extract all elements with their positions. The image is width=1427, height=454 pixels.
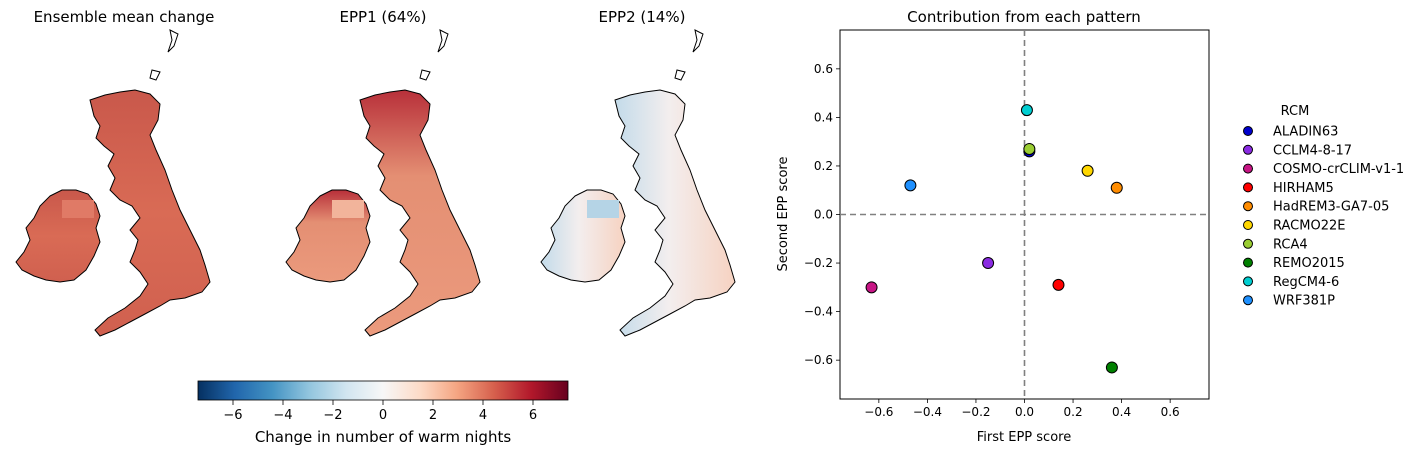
- scatter-point-rca4: [1023, 142, 1036, 155]
- map-panel-epp2: EPP2 (14%): [540, 8, 736, 337]
- y-tick-label: −0.6: [804, 353, 833, 367]
- scatter-point-racmo22e: [1081, 164, 1094, 177]
- legend-marker: [1243, 220, 1253, 230]
- map-title-epp1: EPP1 (64%): [340, 8, 427, 26]
- legend-marker: [1243, 144, 1253, 155]
- map-panel-epp1: EPP1 (64%): [285, 8, 481, 337]
- x-tick-label: 0.6: [1161, 405, 1180, 419]
- colorbar-tick-label: 0: [379, 408, 387, 423]
- scatter-panel: Contribution from each pattern −0.6 −0.4 −…: [776, 8, 1210, 445]
- map-panel-mean: Ensemble mean change: [15, 8, 215, 337]
- colorbar-label: Change in number of warm nights: [255, 428, 512, 446]
- legend-label: WRF381P: [1273, 294, 1335, 309]
- legend-label: CCLM4-8-17: [1273, 143, 1352, 158]
- legend-marker: [1243, 257, 1253, 268]
- scatter-point-wrf381p: [904, 179, 917, 192]
- y-tick-label: 0.0: [814, 208, 833, 222]
- legend-label: RCA4: [1273, 237, 1308, 252]
- y-tick-label: −0.2: [804, 256, 833, 270]
- legend-label: ALADIN63: [1273, 125, 1338, 140]
- scatter-point-regcm4-6: [1020, 104, 1033, 117]
- legend-label: HadREM3-GA7-05: [1273, 200, 1389, 215]
- scatter-point-cclm4-8-17: [982, 257, 995, 270]
- northern-isles-epp2: [674, 29, 704, 81]
- legend-marker: [1243, 163, 1253, 174]
- legend-marker: [1243, 276, 1253, 287]
- colorbar: −6 −4 −2 0 2 4 6 Change in number of warm nigh…: [197, 380, 569, 446]
- colorbar-tick-label: 6: [529, 408, 537, 423]
- colorbar-tick-label: −2: [323, 408, 342, 423]
- legend-label: COSMO-crCLIM-v1-1: [1273, 162, 1404, 177]
- legend-label: HIRHAM5: [1273, 181, 1334, 196]
- y-tick-label: −0.4: [804, 305, 833, 319]
- ireland-shade-mean: [62, 200, 94, 218]
- legend: RCM ALADIN63 CCLM4-8-17 COSMO-crCLIM-v1-1 H…: [1243, 104, 1404, 309]
- x-tick-label: 0.0: [1015, 405, 1034, 419]
- x-tick-label: −0.2: [961, 405, 990, 419]
- legend-marker: [1243, 295, 1253, 306]
- x-tick-label: −0.4: [913, 405, 942, 419]
- x-tick-label: 0.4: [1112, 405, 1131, 419]
- legend-title: RCM: [1281, 104, 1310, 119]
- x-tick-label: 0.2: [1064, 405, 1083, 419]
- legend-marker: [1243, 182, 1253, 193]
- colorbar-gradient: [197, 380, 569, 401]
- ireland-shade-epp1: [332, 200, 364, 218]
- x-tick-label: −0.6: [864, 405, 893, 419]
- scatter-point-remo2015: [1105, 361, 1118, 374]
- y-tick-label: 0.2: [814, 159, 833, 173]
- colorbar-tick-label: −6: [223, 408, 242, 423]
- legend-label: RegCM4-6: [1273, 275, 1339, 290]
- uk-map-epp2: [540, 89, 736, 337]
- x-axis-label: First EPP score: [977, 430, 1071, 445]
- ireland-shade-epp2: [587, 200, 619, 218]
- uk-map-mean: [15, 89, 211, 337]
- y-tick-label: 0.4: [814, 110, 833, 124]
- colorbar-tick-label: −4: [273, 408, 292, 423]
- legend-marker: [1243, 126, 1253, 136]
- northern-isles-mean: [149, 29, 179, 81]
- legend-label: RACMO22E: [1273, 219, 1345, 234]
- map-title-mean: Ensemble mean change: [34, 8, 215, 26]
- northern-isles-epp1: [419, 29, 449, 81]
- uk-map-epp1: [285, 89, 481, 337]
- chart-title: Contribution from each pattern: [907, 8, 1141, 26]
- legend-label: REMO2015: [1273, 256, 1345, 271]
- legend-marker: [1243, 238, 1253, 249]
- scatter-point-hadrem3-ga7-05: [1110, 181, 1123, 194]
- colorbar-tick-label: 2: [429, 408, 437, 423]
- scatter-point-cosmo-crclim-v1-1: [865, 281, 878, 294]
- map-title-epp2: EPP2 (14%): [599, 8, 686, 26]
- scatter-point-hirham5: [1052, 278, 1065, 291]
- y-axis-label: Second EPP score: [776, 157, 791, 272]
- legend-marker: [1243, 201, 1253, 212]
- colorbar-tick-label: 4: [479, 408, 487, 423]
- y-tick-label: 0.6: [814, 62, 833, 76]
